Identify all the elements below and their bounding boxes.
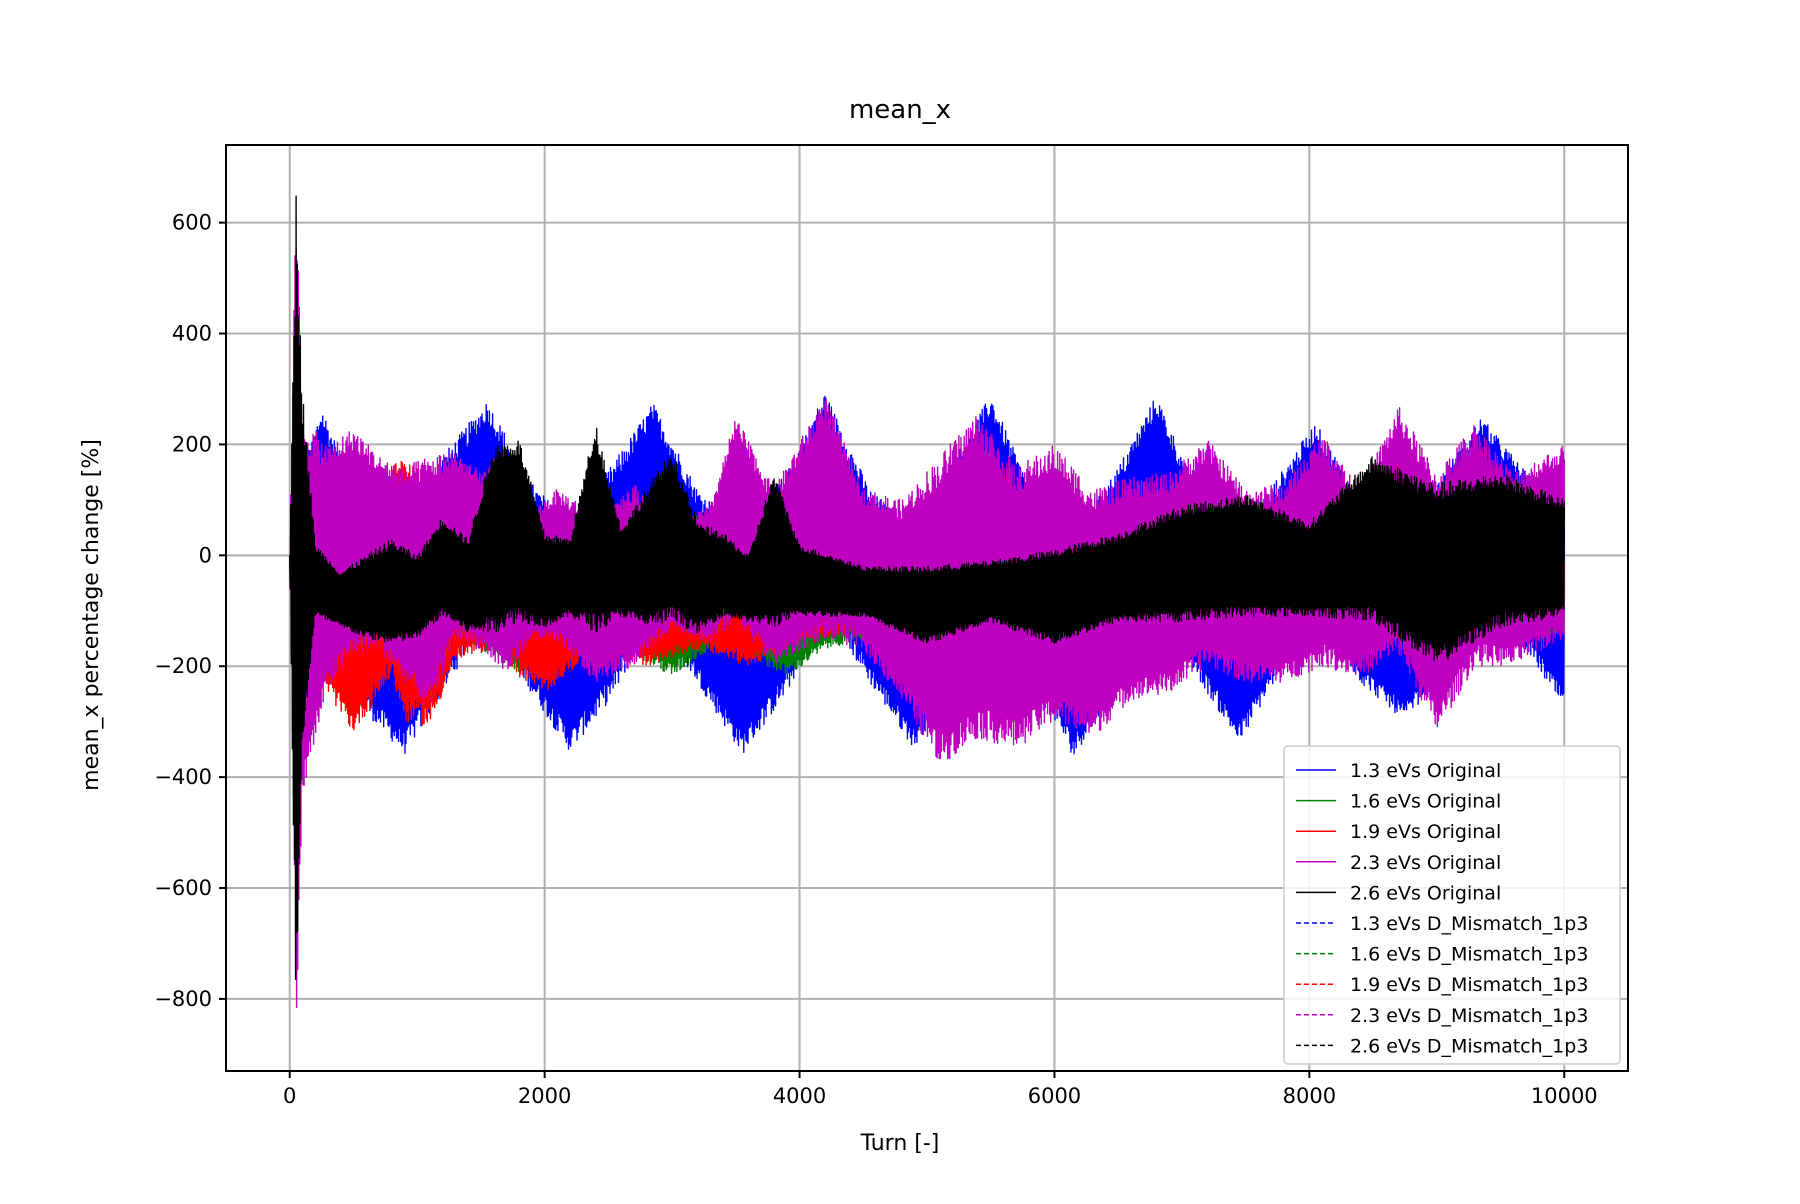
axis-ticks: 0 2000 4000 6000 8000 100006004002000−200−400…: [154, 211, 1597, 1108]
legend-label: 2.6 eVs Original: [1350, 882, 1501, 904]
x-tick-label: 8000: [1283, 1084, 1336, 1108]
legend-label: 2.3 eVs Original: [1350, 852, 1501, 874]
legend-label: 2.3 eVs D_Mismatch_1p3: [1350, 1005, 1588, 1027]
y-tick-label: 200: [172, 432, 212, 456]
y-tick-label: −400: [154, 765, 212, 789]
chart-title: mean_x: [849, 95, 951, 125]
legend-label: 2.6 eVs D_Mismatch_1p3: [1350, 1035, 1588, 1057]
y-tick-label: −800: [154, 987, 212, 1011]
x-tick-label: 4000: [773, 1084, 826, 1108]
legend-box: [1283, 745, 1621, 1065]
y-tick-label: 0: [199, 543, 212, 567]
legend-label: 1.6 eVs Original: [1350, 791, 1501, 813]
x-tick-label: 0: [283, 1084, 296, 1108]
x-tick-label: 2000: [518, 1084, 571, 1108]
plot-frame: [225, 144, 1629, 1072]
y-axis-label: mean_x percentage change [%]: [79, 439, 104, 791]
y-tick-label: −600: [154, 876, 212, 900]
y-tick-label: 400: [172, 322, 212, 346]
series-layer: [289, 195, 1565, 1009]
legend-label: 1.9 eVs Original: [1350, 821, 1501, 843]
x-tick-label: 6000: [1028, 1084, 1081, 1108]
legend: 1.3 eVs Original 1.6 eVs Original 1.9 eVs …: [1283, 745, 1621, 1065]
legend-label: 1.6 eVs D_Mismatch_1p3: [1350, 944, 1588, 966]
x-tick-label: 10000: [1531, 1084, 1598, 1108]
y-tick-label: 600: [172, 211, 212, 235]
series-5-line: [289, 195, 1565, 980]
y-tick-label: −200: [154, 654, 212, 678]
legend-label: 1.3 eVs Original: [1350, 760, 1501, 782]
x-axis-label: Turn [-]: [860, 1131, 940, 1156]
legend-label: 1.9 eVs D_Mismatch_1p3: [1350, 974, 1588, 996]
legend-label: 1.3 eVs D_Mismatch_1p3: [1350, 913, 1588, 935]
